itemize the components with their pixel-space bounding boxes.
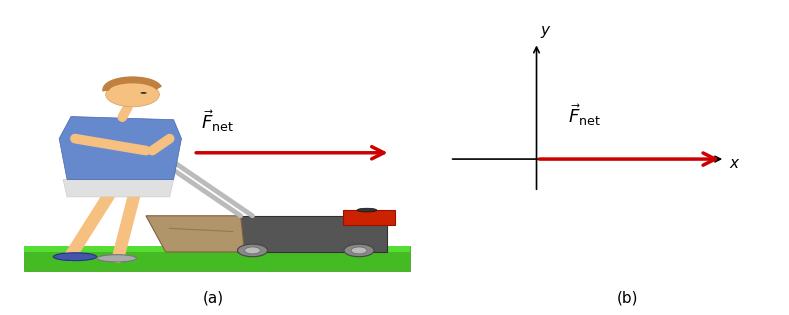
Bar bbox=[343, 210, 394, 225]
Ellipse shape bbox=[237, 244, 267, 257]
Ellipse shape bbox=[245, 247, 260, 254]
Text: x: x bbox=[729, 156, 738, 171]
Ellipse shape bbox=[106, 82, 159, 107]
Polygon shape bbox=[63, 180, 174, 197]
Text: (b): (b) bbox=[616, 290, 638, 306]
Ellipse shape bbox=[97, 255, 136, 262]
Polygon shape bbox=[24, 246, 410, 252]
Text: $\vec{F}_{\mathrm{net}}$: $\vec{F}_{\mathrm{net}}$ bbox=[568, 102, 601, 128]
Ellipse shape bbox=[351, 247, 367, 254]
Bar bbox=[237, 216, 387, 252]
Polygon shape bbox=[24, 246, 410, 271]
Polygon shape bbox=[146, 216, 245, 252]
Text: (a): (a) bbox=[203, 290, 223, 306]
Ellipse shape bbox=[53, 253, 96, 261]
Polygon shape bbox=[59, 117, 181, 180]
Ellipse shape bbox=[140, 92, 147, 94]
Ellipse shape bbox=[344, 244, 374, 257]
Text: y: y bbox=[540, 23, 549, 38]
Ellipse shape bbox=[357, 208, 377, 212]
Text: $\vec{F}_{\mathrm{net}}$: $\vec{F}_{\mathrm{net}}$ bbox=[201, 108, 234, 134]
